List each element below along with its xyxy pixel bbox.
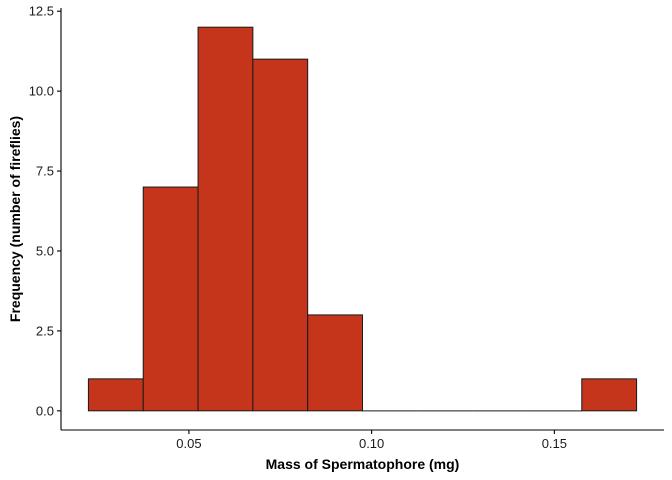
- histogram-bar-3: [252, 58, 309, 412]
- histogram-bar-2: [197, 26, 254, 412]
- x-tick-label: 0.15: [542, 436, 567, 451]
- y-axis-title: Frequency (number of fireflies): [7, 116, 23, 322]
- x-axis-title: Mass of Spermatophore (mg): [266, 456, 460, 472]
- histogram-bar-0: [87, 378, 144, 412]
- y-tick-label: 0.0: [36, 403, 54, 418]
- y-ticks-group: 0.0 2.5 5.0 7.5 10.0 12.5: [29, 4, 61, 418]
- y-tick-label: 2.5: [36, 323, 54, 338]
- y-tick-label: 10.0: [29, 84, 54, 99]
- histogram-bar-9: [581, 378, 638, 412]
- x-ticks-group: 0.05 0.10 0.15: [176, 430, 567, 451]
- x-tick-label: 0.05: [176, 436, 201, 451]
- histogram-bar-4: [307, 314, 364, 412]
- axes-group: [60, 8, 664, 431]
- histogram-bar-1: [142, 186, 199, 412]
- y-tick-label: 5.0: [36, 243, 54, 258]
- x-tick-label: 0.10: [359, 436, 384, 451]
- y-tick-label: 7.5: [36, 164, 54, 179]
- y-tick-label: 12.5: [29, 4, 54, 19]
- bars-group: [87, 26, 638, 412]
